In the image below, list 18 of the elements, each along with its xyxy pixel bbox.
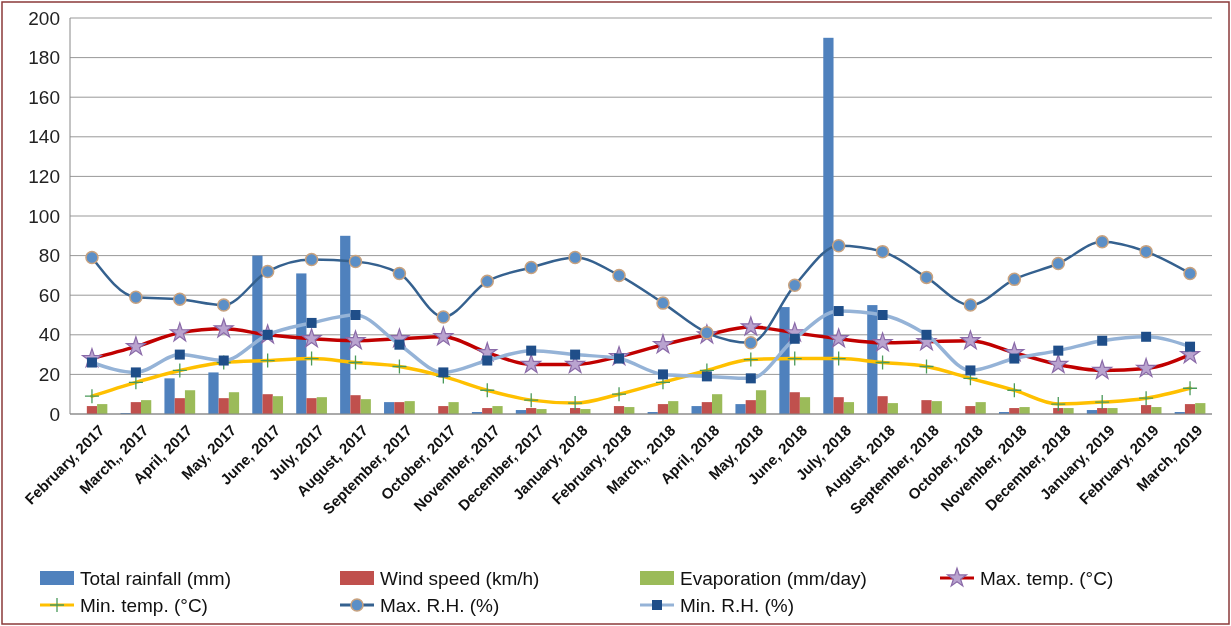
y-tick-label: 40 [38,324,60,346]
y-tick-label: 0 [49,403,60,425]
legend-label: Min. temp. (°C) [80,594,208,616]
y-tick-label: 140 [28,126,60,148]
legend-label: Total rainfall (mm) [80,567,231,589]
y-tick-label: 120 [28,166,60,188]
y-tick-label: 200 [28,7,60,29]
legend-label: Wind speed (km/h) [380,567,540,589]
y-tick-label: 100 [28,205,60,227]
legend-label: Evaporation (mm/day) [680,567,867,589]
legend-label: Min. R.H. (%) [680,594,794,616]
y-tick-label: 160 [28,86,60,108]
y-tick-label: 60 [38,284,60,306]
legend-label: Max. R.H. (%) [380,594,500,616]
y-tick-label: 180 [28,47,60,69]
y-tick-label: 20 [38,364,60,386]
legend-label: Max. temp. (°C) [980,567,1114,589]
y-tick-label: 80 [38,245,60,267]
